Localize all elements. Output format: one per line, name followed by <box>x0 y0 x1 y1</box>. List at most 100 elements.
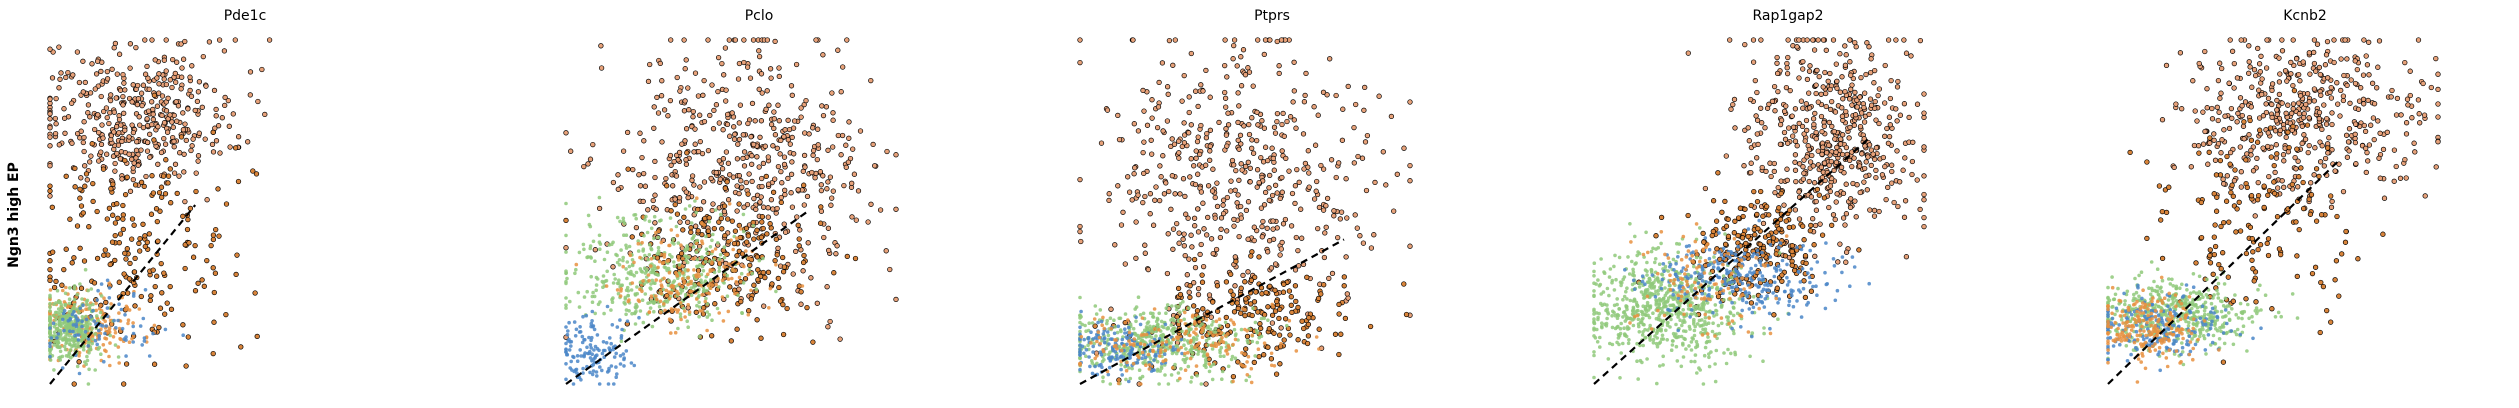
data-point <box>60 321 65 326</box>
data-point <box>1245 65 1251 71</box>
data-point <box>48 358 53 362</box>
data-point <box>47 111 53 117</box>
data-point <box>1252 274 1258 280</box>
data-point <box>759 175 765 182</box>
data-point <box>1828 158 1834 165</box>
data-point <box>1802 138 1808 144</box>
data-point <box>704 234 708 239</box>
data-point <box>1127 339 1131 343</box>
data-point <box>1792 159 1798 165</box>
data-point <box>1819 151 1825 157</box>
data-point <box>127 260 133 267</box>
data-point <box>613 277 617 281</box>
data-point <box>1774 70 1781 77</box>
data-point <box>667 296 672 301</box>
data-point <box>787 141 793 147</box>
data-point <box>597 382 602 386</box>
data-point <box>1186 130 1192 136</box>
data-point <box>640 289 644 294</box>
data-point <box>131 340 135 344</box>
data-point <box>1778 117 1785 123</box>
data-point <box>82 183 88 189</box>
data-point <box>154 218 160 225</box>
data-point <box>1292 283 1299 289</box>
data-point <box>1220 210 1227 217</box>
data-point <box>1826 142 1832 148</box>
data-point <box>775 245 781 251</box>
data-point <box>182 265 188 272</box>
data-point <box>1331 208 1337 214</box>
data-point <box>771 109 777 115</box>
data-point <box>254 333 260 340</box>
data-point <box>785 117 791 123</box>
data-point <box>1215 333 1219 337</box>
data-point <box>148 211 155 217</box>
data-point <box>636 249 641 253</box>
data-point <box>1272 308 1279 314</box>
data-point <box>653 281 657 286</box>
data-point <box>695 297 699 301</box>
data-point <box>1852 39 1858 46</box>
data-point <box>1808 222 1814 229</box>
data-point <box>182 121 188 127</box>
data-point <box>1222 62 1228 69</box>
data-point <box>765 154 771 160</box>
data-point <box>794 214 800 220</box>
data-point <box>1813 136 1819 142</box>
data-point <box>145 108 152 114</box>
data-point <box>1909 158 1916 165</box>
data-point <box>1243 163 1249 170</box>
data-point <box>1243 207 1250 214</box>
data-point <box>1843 181 1849 187</box>
data-point <box>746 171 752 177</box>
data-point <box>1093 356 1097 361</box>
data-point <box>235 134 242 140</box>
data-point <box>588 255 593 259</box>
data-point <box>192 107 198 114</box>
data-point <box>586 213 591 218</box>
data-point <box>1164 118 1171 124</box>
data-point <box>659 310 663 315</box>
data-point <box>1839 113 1846 119</box>
data-point <box>656 265 660 270</box>
data-point <box>1160 341 1165 345</box>
data-point <box>1902 198 1909 204</box>
data-point <box>704 288 709 293</box>
data-point <box>47 163 53 169</box>
data-point <box>49 204 55 210</box>
data-point <box>1270 302 1274 307</box>
data-point <box>1171 141 1178 147</box>
data-point <box>1353 101 1359 108</box>
data-point <box>1157 328 1161 332</box>
data-point <box>67 309 72 314</box>
data-point <box>71 329 75 334</box>
data-point <box>106 205 113 211</box>
data-point <box>174 59 180 65</box>
data-point <box>1290 99 1296 105</box>
data-point <box>868 201 874 207</box>
data-point <box>1140 87 1146 94</box>
data-point <box>748 296 754 302</box>
data-point <box>86 288 90 293</box>
data-point <box>1837 89 1843 95</box>
data-point <box>1766 101 1772 107</box>
data-point <box>791 118 798 124</box>
data-point <box>127 65 133 71</box>
data-point <box>694 210 698 215</box>
data-point <box>1813 82 1819 88</box>
data-point <box>122 87 128 93</box>
data-point <box>819 103 825 109</box>
data-point <box>1363 187 1370 194</box>
data-point <box>576 290 581 295</box>
data-point <box>142 37 148 43</box>
data-point <box>107 326 112 331</box>
data-point <box>1320 89 1327 95</box>
data-point <box>691 236 695 240</box>
data-point <box>1090 371 1095 376</box>
data-point <box>849 214 855 220</box>
data-point <box>1105 318 1109 323</box>
data-point <box>754 227 760 233</box>
data-point <box>1274 118 1280 125</box>
data-point <box>664 183 670 189</box>
data-point <box>52 343 56 347</box>
